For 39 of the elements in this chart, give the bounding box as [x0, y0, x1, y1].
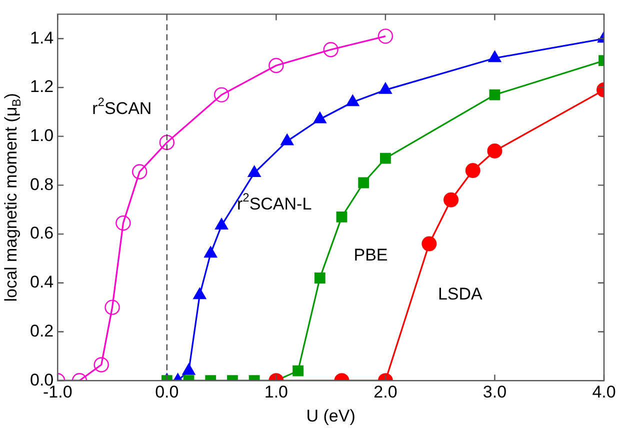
point	[323, 42, 338, 58]
point	[193, 288, 206, 300]
point	[422, 236, 437, 252]
point	[204, 246, 218, 258]
point	[268, 58, 284, 74]
x-tick-label: 3.0	[482, 382, 507, 402]
x-tick-label: 2.0	[374, 382, 398, 402]
point	[280, 134, 294, 146]
point	[313, 112, 326, 124]
point	[444, 192, 459, 208]
point	[336, 211, 348, 222]
y-axis-title: local magnetic moment (μB)	[2, 93, 24, 302]
x-tick-label: 0.0	[155, 382, 179, 402]
y-tick-label: 1.4	[30, 28, 54, 48]
point	[214, 87, 230, 102]
point	[346, 94, 360, 106]
point	[132, 164, 148, 180]
point	[487, 143, 502, 158]
y-tick-label: 1.2	[30, 77, 54, 96]
point	[159, 134, 175, 150]
series-label: LSDA	[438, 284, 484, 304]
y-tick-label: 0.8	[30, 174, 54, 194]
point	[380, 152, 391, 164]
x-tick-label: 1.0	[264, 382, 288, 402]
point	[465, 163, 480, 178]
point	[489, 89, 500, 100]
y-tick-label: 0.4	[30, 272, 54, 292]
point	[248, 165, 261, 177]
series-label: PBE	[354, 246, 388, 265]
point	[378, 28, 394, 44]
point	[214, 218, 228, 230]
x-axis-title: U (eV)	[306, 406, 356, 426]
y-tick-label: 1.0	[30, 126, 54, 146]
point	[182, 363, 196, 375]
y-tick-label: 0.6	[30, 224, 54, 243]
y-tick-label: 0.2	[30, 321, 54, 340]
x-tick-label: 4.0	[592, 382, 616, 402]
point	[358, 177, 370, 188]
point	[116, 215, 131, 231]
